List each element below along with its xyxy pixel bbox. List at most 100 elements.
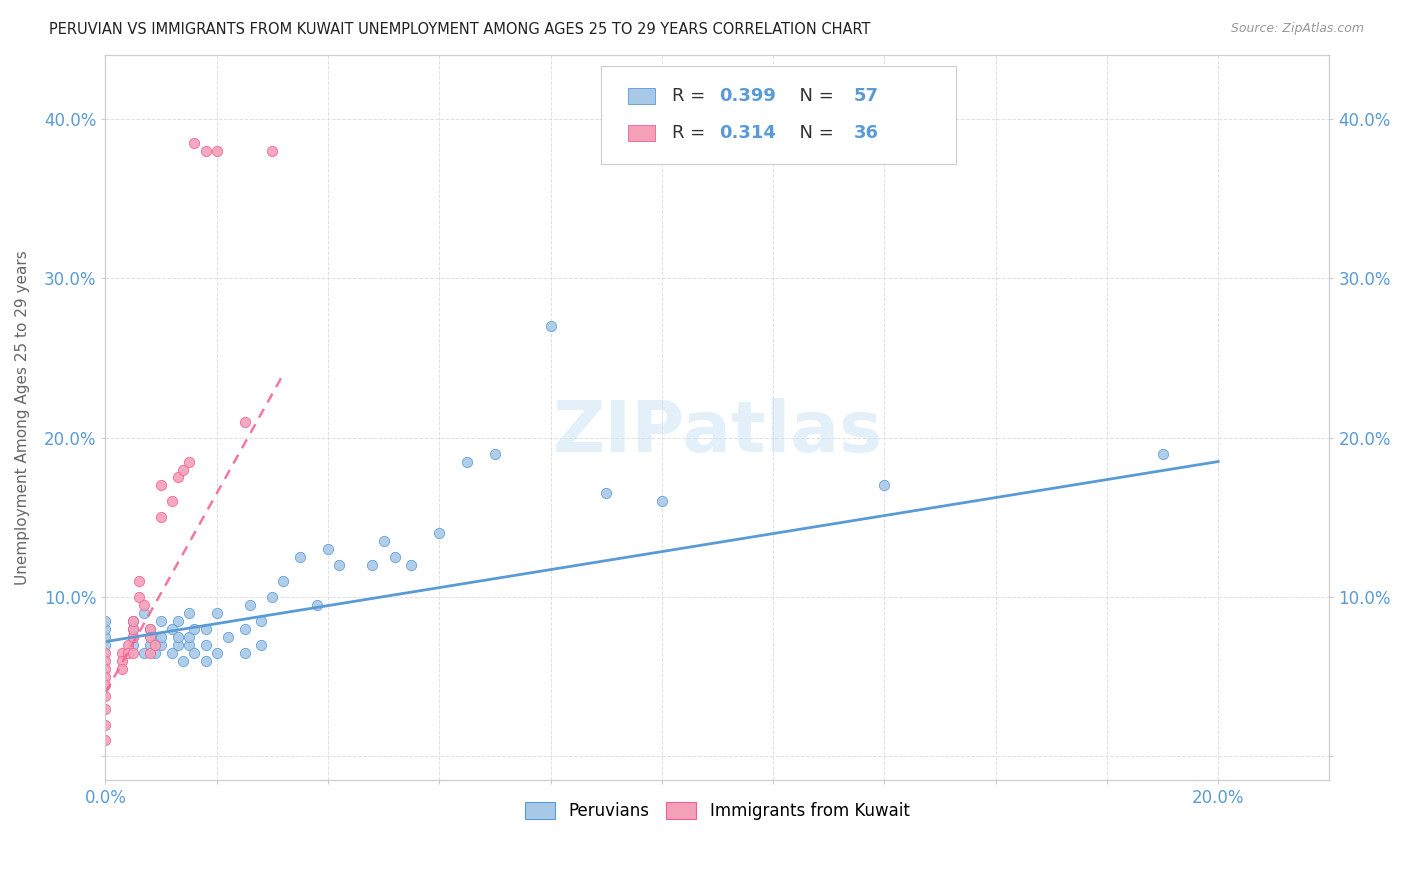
- Point: [273, 574, 295, 588]
- Point: [427, 526, 450, 541]
- Point: [172, 654, 194, 668]
- Point: [150, 478, 173, 492]
- Point: [150, 614, 173, 628]
- Point: [205, 144, 228, 158]
- Y-axis label: Unemployment Among Ages 25 to 29 years: Unemployment Among Ages 25 to 29 years: [15, 251, 30, 585]
- Point: [134, 646, 156, 660]
- Text: 0.314: 0.314: [718, 124, 776, 142]
- Point: [183, 136, 205, 150]
- Point: [94, 689, 117, 703]
- Point: [316, 542, 339, 557]
- Point: [250, 614, 273, 628]
- Point: [94, 733, 117, 747]
- Point: [117, 638, 139, 652]
- Point: [94, 630, 117, 644]
- Point: [166, 470, 188, 484]
- Text: R =: R =: [672, 124, 711, 142]
- Text: R =: R =: [672, 87, 711, 105]
- Point: [139, 630, 162, 644]
- Text: N =: N =: [789, 124, 839, 142]
- Point: [94, 662, 117, 676]
- Point: [194, 622, 217, 636]
- Point: [177, 454, 200, 468]
- Point: [166, 614, 188, 628]
- Point: [111, 654, 134, 668]
- Point: [128, 590, 150, 604]
- FancyBboxPatch shape: [602, 66, 956, 164]
- Point: [328, 558, 350, 573]
- Point: [122, 646, 145, 660]
- Point: [122, 622, 145, 636]
- Point: [1152, 446, 1174, 460]
- Text: 36: 36: [853, 124, 879, 142]
- Legend: Peruvians, Immigrants from Kuwait: Peruvians, Immigrants from Kuwait: [519, 795, 917, 826]
- Point: [160, 622, 183, 636]
- Point: [122, 630, 145, 644]
- Point: [401, 558, 423, 573]
- Point: [250, 638, 273, 652]
- Point: [205, 606, 228, 620]
- Point: [651, 494, 673, 508]
- Point: [145, 638, 167, 652]
- Point: [94, 670, 117, 684]
- Point: [139, 646, 162, 660]
- Point: [166, 630, 188, 644]
- Point: [134, 606, 156, 620]
- Point: [160, 494, 183, 508]
- Point: [288, 550, 311, 565]
- Text: Source: ZipAtlas.com: Source: ZipAtlas.com: [1230, 22, 1364, 36]
- Point: [177, 606, 200, 620]
- Point: [262, 590, 284, 604]
- FancyBboxPatch shape: [628, 88, 655, 104]
- Point: [194, 144, 217, 158]
- Point: [150, 510, 173, 524]
- Point: [94, 654, 117, 668]
- Point: [183, 622, 205, 636]
- Point: [217, 630, 239, 644]
- Point: [373, 534, 395, 549]
- Point: [384, 550, 406, 565]
- Point: [484, 446, 506, 460]
- Point: [205, 646, 228, 660]
- Point: [172, 462, 194, 476]
- Point: [166, 638, 188, 652]
- Point: [94, 614, 117, 628]
- Point: [111, 662, 134, 676]
- Point: [145, 630, 167, 644]
- Point: [540, 319, 562, 334]
- Point: [183, 646, 205, 660]
- Point: [361, 558, 384, 573]
- Point: [150, 638, 173, 652]
- Point: [128, 574, 150, 588]
- Text: 57: 57: [853, 87, 879, 105]
- Point: [160, 646, 183, 660]
- Point: [305, 598, 328, 612]
- Point: [94, 646, 117, 660]
- Point: [262, 144, 284, 158]
- Point: [145, 646, 167, 660]
- Point: [233, 646, 256, 660]
- Point: [177, 638, 200, 652]
- Point: [239, 598, 262, 612]
- Point: [117, 646, 139, 660]
- Point: [122, 614, 145, 628]
- Point: [595, 486, 617, 500]
- Point: [139, 622, 162, 636]
- Point: [94, 717, 117, 731]
- Point: [139, 622, 162, 636]
- Point: [122, 622, 145, 636]
- Point: [134, 598, 156, 612]
- Point: [122, 630, 145, 644]
- Text: ZIPatlas: ZIPatlas: [553, 398, 883, 467]
- Point: [94, 701, 117, 715]
- Text: 0.399: 0.399: [718, 87, 776, 105]
- Text: PERUVIAN VS IMMIGRANTS FROM KUWAIT UNEMPLOYMENT AMONG AGES 25 TO 29 YEARS CORREL: PERUVIAN VS IMMIGRANTS FROM KUWAIT UNEMP…: [49, 22, 870, 37]
- Point: [233, 415, 256, 429]
- Point: [194, 654, 217, 668]
- Point: [150, 630, 173, 644]
- Point: [94, 622, 117, 636]
- Point: [111, 646, 134, 660]
- Point: [139, 638, 162, 652]
- FancyBboxPatch shape: [628, 125, 655, 141]
- Point: [122, 638, 145, 652]
